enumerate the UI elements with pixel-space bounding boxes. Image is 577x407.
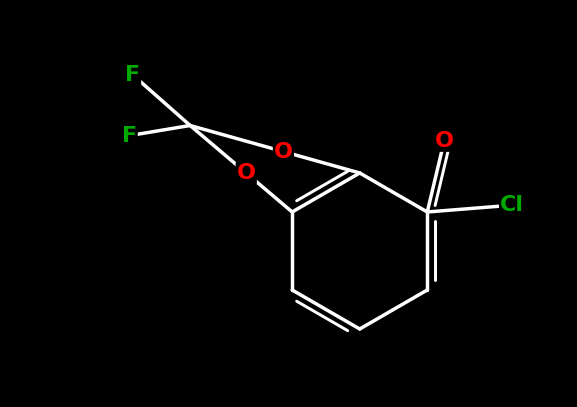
- Text: F: F: [125, 65, 140, 85]
- Text: O: O: [274, 142, 293, 162]
- Text: O: O: [237, 163, 256, 183]
- Text: F: F: [122, 126, 137, 146]
- Text: Cl: Cl: [500, 195, 524, 215]
- Text: O: O: [434, 131, 454, 151]
